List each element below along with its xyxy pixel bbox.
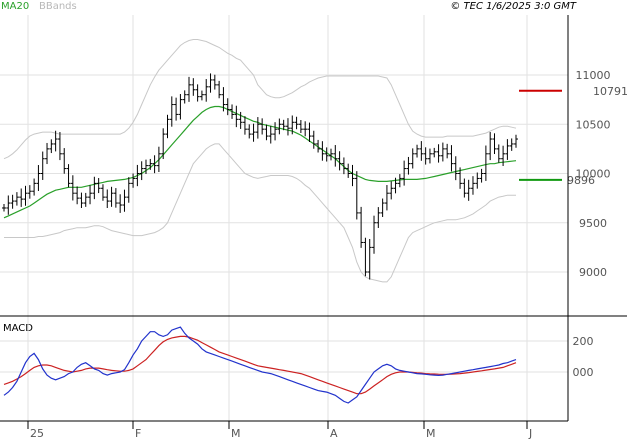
price-tick-label: 11000 [576, 69, 611, 82]
macd-axis: 200 000 [573, 335, 594, 379]
price-tick-label: 10500 [576, 118, 611, 131]
ma-legend: MA20 [1, 1, 29, 12]
resistance-label: 10791 [593, 85, 627, 98]
price-axis: 11000 10500 10000 9500 9000 [576, 69, 611, 279]
ohlc-bars [2, 73, 518, 280]
support-label: 9896 [567, 174, 595, 187]
x-tick-label: A [330, 427, 338, 440]
x-tick-label: M [231, 427, 241, 440]
x-tick-label: 25 [30, 427, 44, 440]
macd-title: MACD [3, 323, 33, 334]
signal-line [3, 335, 517, 395]
bbands-legend: BBands [39, 1, 77, 12]
macd-line [3, 326, 517, 404]
macd-tick-label: 200 [573, 335, 594, 348]
x-tick-label: J [528, 427, 532, 440]
date-axis: 25 F M A M J [27, 421, 532, 440]
ma20-line [3, 105, 517, 219]
x-tick-label: M [426, 427, 436, 440]
price-tick-label: 9500 [579, 217, 607, 230]
price-tick-label: 9000 [579, 266, 607, 279]
macd-tick-label: 000 [573, 366, 594, 379]
price-tick-label: 10000 [576, 168, 611, 181]
bb-upper-line [3, 39, 517, 160]
bb-lower-line [4, 143, 516, 283]
x-tick-label: F [135, 427, 141, 440]
main-grid [0, 15, 568, 316]
copyright-label: © TEC 1/6/2025 3:0 GMT [450, 1, 577, 12]
